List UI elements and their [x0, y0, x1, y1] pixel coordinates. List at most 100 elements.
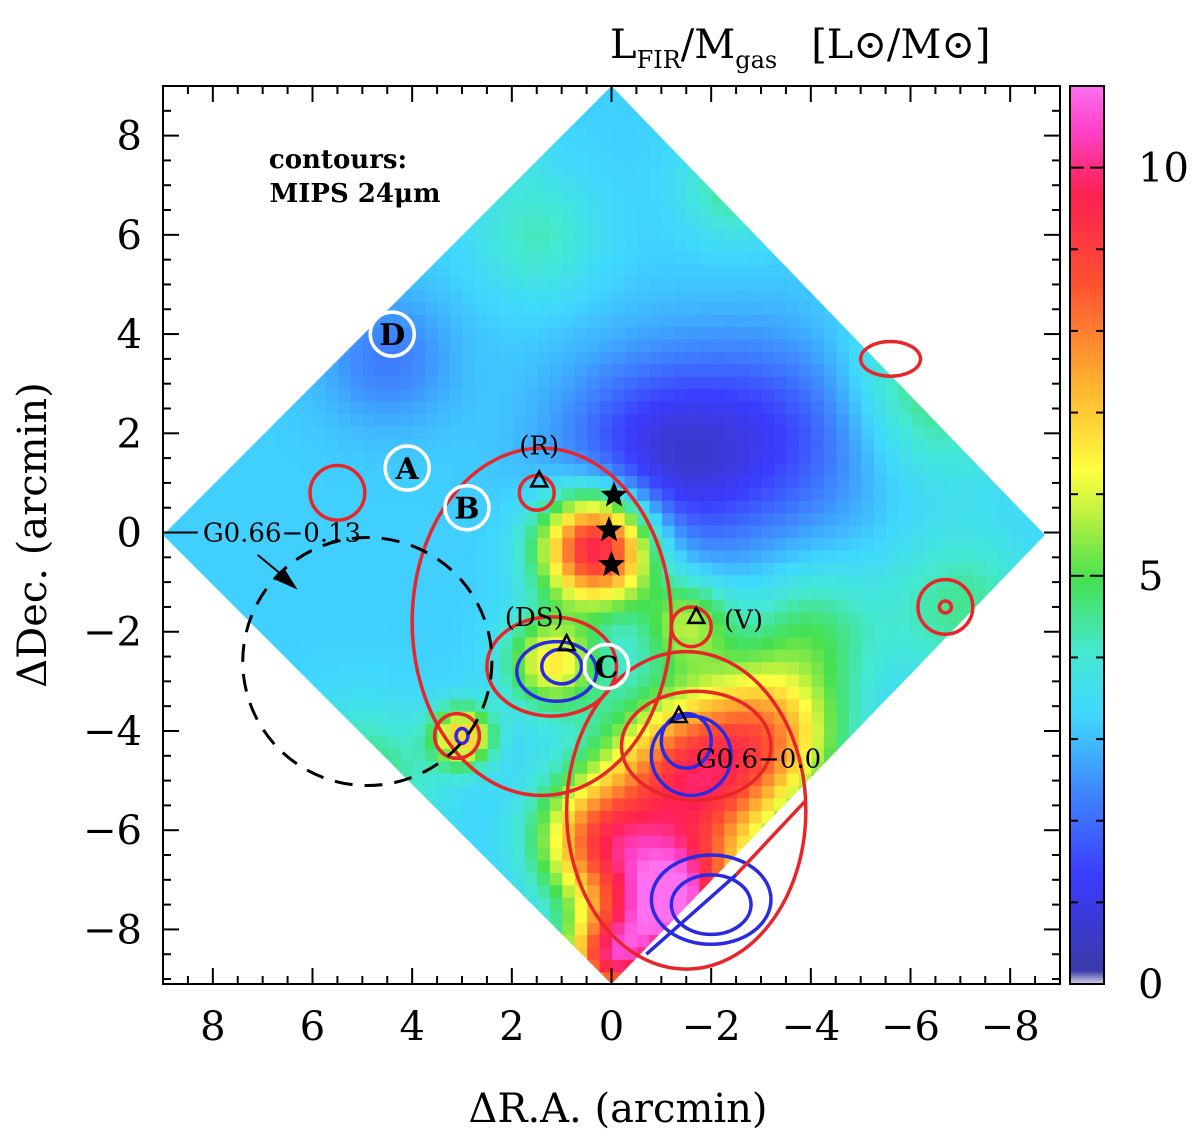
heatmap-cell	[947, 773, 961, 787]
heatmap-cell	[511, 587, 525, 601]
heatmap-cell	[624, 376, 638, 390]
heatmap-cell	[947, 661, 961, 675]
heatmap-cell	[424, 401, 438, 414]
heatmap-cell	[212, 314, 226, 328]
heatmap-cell	[1022, 798, 1036, 811]
heatmap-cell	[237, 202, 251, 216]
heatmap-cell	[524, 549, 538, 563]
heatmap-cell	[1022, 376, 1036, 390]
heatmap-cell	[848, 934, 862, 948]
heatmap-cell	[686, 239, 700, 253]
heatmap-cell	[524, 165, 538, 179]
heatmap-cell	[561, 562, 575, 576]
heatmap-cell	[374, 326, 388, 340]
heatmap-cell	[387, 326, 401, 340]
heatmap-cell	[499, 500, 513, 514]
heatmap-cell	[486, 934, 500, 948]
heatmap-cell	[511, 314, 525, 328]
heatmap-cell	[599, 91, 613, 104]
heatmap-cell	[1048, 240, 1061, 253]
heatmap-cell	[761, 649, 775, 663]
heatmap-cell	[810, 463, 824, 477]
heatmap-cell	[300, 711, 314, 725]
heatmap-cell	[773, 835, 787, 849]
heatmap-cell	[810, 128, 824, 142]
heatmap-cell	[499, 190, 513, 204]
heatmap-cell	[661, 822, 675, 836]
heatmap-cell	[561, 264, 575, 278]
heatmap-cell	[424, 661, 438, 675]
heatmap-cell	[536, 735, 550, 749]
heatmap-cell	[574, 277, 588, 290]
heatmap-cell	[835, 264, 849, 278]
heatmap-cell	[673, 946, 687, 960]
heatmap-cell	[349, 450, 363, 464]
heatmap-cell	[524, 673, 538, 687]
heatmap-cell	[698, 401, 712, 414]
heatmap-cell	[711, 91, 725, 104]
heatmap-cell	[599, 363, 613, 377]
heatmap-cell	[574, 401, 588, 414]
heatmap-cell	[798, 872, 812, 886]
heatmap-cell	[761, 971, 775, 984]
heatmap-cell	[262, 673, 276, 687]
heatmap-cell	[212, 91, 226, 104]
heatmap-cell	[985, 326, 999, 340]
heatmap-cell	[337, 314, 351, 328]
heatmap-cell	[462, 202, 476, 216]
heatmap-cell	[810, 897, 824, 911]
heatmap-cell	[873, 289, 887, 303]
heatmap-cell	[437, 760, 451, 774]
heatmap-cell	[524, 239, 538, 253]
heatmap-cell	[462, 376, 476, 390]
heatmap-cell	[362, 289, 376, 303]
heatmap-cell	[885, 277, 899, 290]
heatmap-cell	[997, 512, 1011, 526]
heatmap-cell	[947, 475, 961, 489]
heatmap-cell	[262, 562, 276, 576]
heatmap-cell	[923, 798, 937, 811]
heatmap-cell	[860, 277, 874, 290]
heatmap-cell	[785, 413, 799, 427]
heatmap-cell	[947, 760, 961, 774]
heatmap-cell	[225, 289, 239, 303]
heatmap-cell	[860, 884, 874, 898]
heatmap-cell	[250, 450, 264, 464]
heatmap-cell	[923, 599, 937, 613]
heatmap-cell	[449, 376, 463, 390]
heatmap-cell	[462, 922, 476, 935]
heatmap-cell	[437, 326, 451, 340]
heatmap-cell	[798, 401, 812, 414]
heatmap-cell	[698, 971, 712, 984]
heatmap-cell	[686, 438, 700, 452]
heatmap-cell	[723, 500, 737, 514]
heatmap-cell	[723, 525, 737, 539]
heatmap-cell	[462, 190, 476, 204]
heatmap-cell	[848, 165, 862, 179]
heatmap-cell	[287, 376, 301, 390]
heatmap-cell	[748, 351, 762, 365]
heatmap-cell	[636, 363, 650, 377]
heatmap-cell	[599, 909, 613, 923]
heatmap-cell	[399, 215, 413, 228]
heatmap-cell	[1022, 909, 1036, 923]
heatmap-cell	[449, 860, 463, 873]
heatmap-cell	[237, 239, 251, 253]
heatmap-cell	[810, 227, 824, 241]
heatmap-cell	[536, 971, 550, 984]
heatmap-cell	[947, 450, 961, 464]
heatmap-cell	[848, 624, 862, 638]
heatmap-cell	[823, 549, 837, 563]
heatmap-cell	[885, 301, 899, 315]
heatmap-cell	[1010, 289, 1024, 303]
heatmap-cell	[611, 897, 625, 911]
heatmap-cell	[300, 537, 314, 551]
heatmap-cell	[312, 611, 326, 625]
heatmap-cell	[947, 314, 961, 328]
heatmap-cell	[860, 153, 874, 166]
heatmap-cell	[524, 735, 538, 749]
heatmap-cell	[1022, 115, 1036, 129]
heatmap-cell	[287, 351, 301, 365]
heatmap-cell	[910, 562, 924, 576]
heatmap-cell	[449, 190, 463, 204]
